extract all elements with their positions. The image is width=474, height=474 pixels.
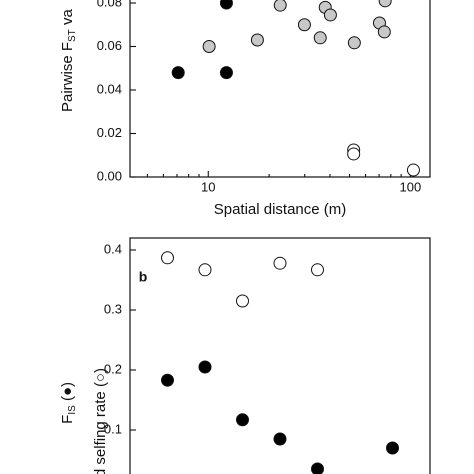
- data-point: [236, 413, 249, 427]
- y-label-main: F: [59, 415, 76, 424]
- y-tick-label: 0.02: [97, 125, 122, 140]
- y-tick-label: 0.1: [104, 421, 122, 436]
- y-tick-label: 0.08: [97, 0, 122, 9]
- y-label-sub: IS: [67, 405, 78, 415]
- data-point: [219, 0, 233, 10]
- x-tick-label: 100: [400, 179, 422, 194]
- data-point: [386, 441, 399, 455]
- y-label-rest: va: [59, 9, 76, 30]
- y-label-sub: ST: [67, 29, 78, 42]
- data-point: [323, 8, 337, 22]
- data-point: [236, 294, 249, 308]
- plot-frame: [129, 0, 431, 178]
- data-point: [347, 36, 361, 50]
- data-point: [378, 0, 392, 8]
- y-tick-label: 0.4: [104, 241, 122, 256]
- y-tick-label: 0.04: [97, 81, 122, 96]
- x-tick-label: 10: [201, 179, 215, 194]
- data-point: [377, 25, 391, 39]
- y-label-main: Pairwise F: [59, 42, 76, 112]
- y-label-rest: (●): [59, 382, 76, 405]
- data-point: [198, 360, 212, 374]
- data-point: [250, 33, 264, 47]
- data-point: [297, 18, 311, 32]
- y-tick-label: 0.06: [97, 38, 122, 53]
- data-point: [273, 432, 287, 446]
- y-axis-label: Pairwise FST va: [59, 9, 78, 112]
- panel: 0.00 0.02 0.04 0.06 0.08 10 100 Spatial distanc…: [59, 0, 431, 218]
- y-axis-label-2: eed selfing rate (○): [92, 368, 109, 474]
- data-point: [311, 263, 324, 277]
- data-point: [273, 0, 287, 12]
- data-point: [311, 462, 324, 474]
- y-tick-label: 0.2: [104, 361, 122, 376]
- panel-label: b: [139, 269, 148, 285]
- y-axis-label: FIS (●): [59, 382, 78, 424]
- data-point: [202, 40, 216, 53]
- data-point: [273, 256, 287, 270]
- data-point: [313, 31, 327, 45]
- panel: 0.1 0.2 0.3 0.4 b FIS (●) eed selfing rate (○): [59, 237, 431, 474]
- data-point: [161, 373, 174, 387]
- data-point: [406, 163, 420, 177]
- plot-frame: [129, 237, 431, 474]
- data-point: [161, 251, 174, 265]
- data-point: [198, 263, 212, 277]
- data-point: [219, 66, 233, 80]
- y-tick-label: 0.3: [104, 301, 122, 316]
- data-point: [347, 147, 361, 161]
- data-point: [171, 66, 185, 80]
- x-axis-label: Spatial distance (m): [214, 201, 347, 218]
- y-tick-label: 0.00: [97, 168, 122, 183]
